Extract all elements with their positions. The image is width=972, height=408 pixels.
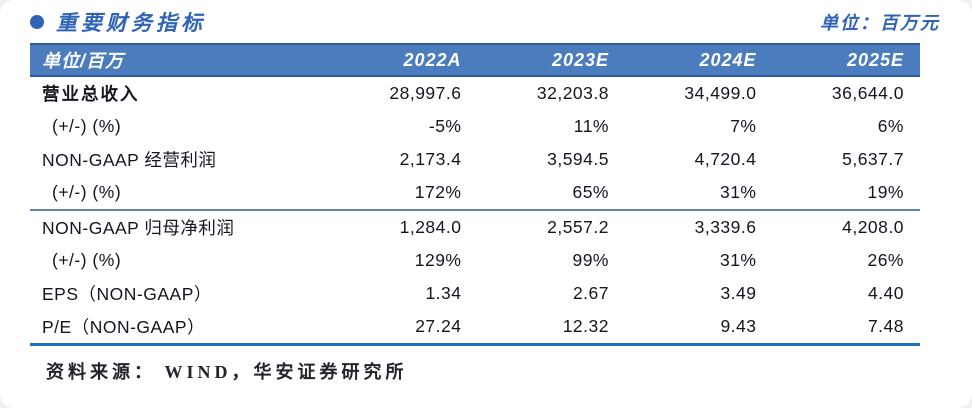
- row-label: NON-GAAP 归母净利润: [42, 218, 235, 238]
- row-label: (+/-) (%): [52, 250, 122, 270]
- row-label: EPS（NON-GAAP）: [42, 284, 212, 304]
- col-header-2023e: 2023E: [551, 49, 609, 70]
- cell-value: 34,499.0: [684, 83, 757, 103]
- section-title-group: 重要财务指标: [30, 7, 206, 37]
- table-header-row: 单位/百万 2022A 2023E 2024E 2025E: [30, 43, 920, 77]
- col-header-2022a: 2022A: [403, 49, 462, 70]
- table-row-operating-profit: NON-GAAP 经营利润 2,173.4 3,594.5 4,720.4 5,…: [30, 143, 920, 176]
- table-row-net-profit: NON-GAAP 归母净利润 1,284.0 2,557.2 3,339.6 4…: [30, 211, 920, 244]
- col-header-metric: 单位/百万: [42, 51, 125, 71]
- cell-value: 99%: [572, 250, 609, 270]
- cell-value: 6%: [877, 116, 904, 136]
- row-label: (+/-) (%): [52, 116, 122, 136]
- col-header-2025e: 2025E: [846, 49, 904, 70]
- cell-value: 2.67: [572, 283, 609, 303]
- cell-value: 11%: [573, 116, 609, 136]
- cell-value: 5,637.7: [842, 149, 904, 169]
- table-row-net-profit-growth: (+/-) (%) 129% 99% 31% 26%: [30, 244, 920, 277]
- cell-value: 27.24: [415, 316, 462, 336]
- cell-value: 129%: [414, 250, 462, 270]
- cell-value: 3,594.5: [547, 149, 609, 169]
- cell-value: 2,557.2: [547, 217, 609, 237]
- cell-value: 7%: [730, 116, 757, 136]
- table-row-operating-profit-growth: (+/-) (%) 172% 65% 31% 19%: [30, 176, 920, 211]
- cell-value: 65%: [572, 182, 609, 202]
- cell-value: 31%: [719, 182, 757, 202]
- cell-value: 4,720.4: [694, 149, 757, 169]
- row-label: P/E（NON-GAAP）: [42, 317, 206, 337]
- source-note: 资料来源： WIND，华安证券研究所: [46, 362, 408, 382]
- bullet-icon: [30, 15, 44, 29]
- cell-value: 31%: [719, 250, 757, 270]
- cell-value: 9.43: [720, 316, 757, 336]
- cell-value: 4,208.0: [842, 217, 904, 237]
- cell-value: 7.48: [867, 316, 904, 336]
- row-label: 营业总收入: [42, 84, 140, 104]
- cell-value: 172%: [414, 182, 462, 202]
- cell-value: 12.32: [562, 316, 609, 336]
- page-title: 重要财务指标: [56, 12, 206, 35]
- cell-value: 1,284.0: [399, 217, 462, 237]
- unit-label: 单位：百万元: [820, 13, 940, 33]
- table-row-eps: EPS（NON-GAAP） 1.34 2.67 3.49 4.40: [30, 277, 920, 310]
- row-label: (+/-) (%): [52, 182, 122, 202]
- col-header-2024e: 2024E: [699, 49, 757, 70]
- cell-value: 28,997.6: [389, 83, 462, 103]
- cell-value: 4.40: [867, 283, 904, 303]
- cell-value: 32,203.8: [536, 83, 609, 103]
- title-row: 重要财务指标 单位：百万元: [0, 0, 972, 37]
- cell-value: 1.34: [425, 283, 462, 303]
- cell-value: 3,339.6: [694, 217, 757, 237]
- cell-value: 36,644.0: [831, 83, 904, 103]
- row-label: NON-GAAP 经营利润: [42, 150, 217, 170]
- table-row-revenue-growth: (+/-) (%) -5% 11% 7% 6%: [30, 110, 920, 143]
- cell-value: -5%: [428, 116, 462, 136]
- cell-value: 19%: [867, 182, 904, 202]
- table-row-revenue: 营业总收入 28,997.6 32,203.8 34,499.0 36,644.…: [30, 77, 920, 110]
- table-row-pe: P/E（NON-GAAP） 27.24 12.32 9.43 7.48: [30, 310, 920, 346]
- cell-value: 2,173.4: [399, 149, 462, 169]
- financial-table: 单位/百万 2022A 2023E 2024E 2025E 营业总收入 28,9…: [30, 43, 920, 346]
- cell-value: 3.49: [720, 283, 757, 303]
- cell-value: 26%: [867, 250, 904, 270]
